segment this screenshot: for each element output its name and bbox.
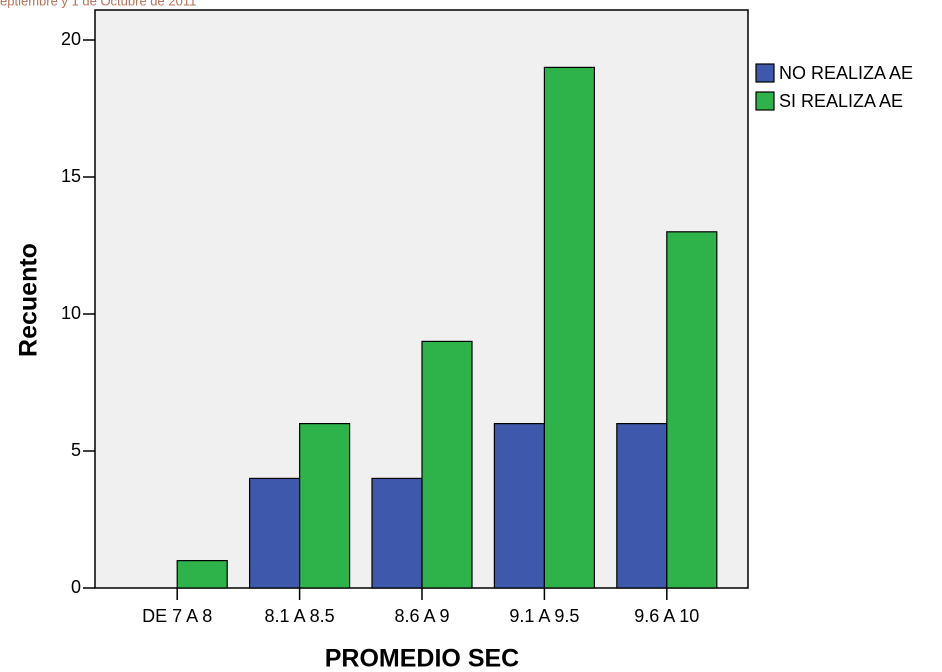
x-tick-label: 9.1 A 9.5 [509, 606, 579, 626]
y-axis-label: Recuento [15, 243, 43, 357]
legend-swatch [755, 91, 775, 111]
bar [493, 423, 545, 589]
x-tick-label: 9.6 A 10 [634, 606, 699, 626]
bar [249, 477, 301, 589]
x-tick-label: 8.1 A 8.5 [265, 606, 335, 626]
x-tick-label: 8.6 A 9 [394, 606, 449, 626]
legend-swatch [755, 63, 775, 83]
bar [176, 559, 228, 589]
chart-subtitle: eptiembre y 1 de Octubre de 2011 [0, 0, 196, 8]
y-tick-label: 5 [71, 440, 81, 460]
legend-label: NO REALIZA AE [779, 63, 913, 83]
x-axis-label: PROMEDIO SEC [325, 645, 519, 672]
y-tick-label: 20 [61, 29, 81, 49]
bar [543, 66, 596, 589]
y-tick-label: 15 [61, 166, 81, 186]
bar [666, 231, 718, 589]
bar [371, 477, 423, 589]
bar [299, 423, 351, 589]
y-tick-label: 0 [71, 577, 81, 597]
x-tick-label: DE 7 A 8 [142, 606, 212, 626]
bar [616, 423, 668, 589]
y-tick-label: 10 [61, 303, 81, 323]
bar [421, 340, 473, 589]
legend-label: SI REALIZA AE [779, 91, 903, 111]
